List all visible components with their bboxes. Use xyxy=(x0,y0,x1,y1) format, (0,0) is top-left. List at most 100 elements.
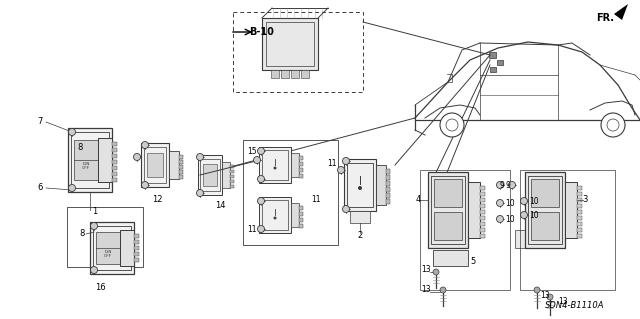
Bar xyxy=(386,181,390,186)
Bar xyxy=(531,179,559,207)
Bar xyxy=(230,180,234,183)
Bar xyxy=(480,222,485,226)
Bar xyxy=(480,234,485,238)
Bar xyxy=(134,258,139,262)
Bar xyxy=(198,155,222,195)
Bar xyxy=(291,70,299,78)
Circle shape xyxy=(68,184,76,191)
Bar xyxy=(350,211,370,223)
Bar xyxy=(480,210,485,214)
Bar xyxy=(577,186,582,190)
Bar xyxy=(243,140,338,245)
Bar xyxy=(480,204,485,208)
Bar xyxy=(90,222,134,274)
Bar xyxy=(525,172,565,248)
Bar xyxy=(230,165,234,168)
Bar xyxy=(420,170,510,290)
Text: 9: 9 xyxy=(500,181,504,189)
Circle shape xyxy=(509,182,515,189)
Circle shape xyxy=(342,205,349,212)
Text: 13: 13 xyxy=(421,265,431,275)
Bar xyxy=(577,222,582,226)
Bar xyxy=(98,138,112,182)
Bar xyxy=(299,174,303,178)
Bar xyxy=(299,218,303,222)
Bar xyxy=(112,178,117,182)
Bar xyxy=(144,147,166,183)
Bar xyxy=(577,198,582,202)
Text: IGN
OFF: IGN OFF xyxy=(104,250,112,258)
Bar xyxy=(112,148,117,152)
Text: 10: 10 xyxy=(505,214,515,224)
Circle shape xyxy=(257,226,264,233)
Circle shape xyxy=(497,216,504,222)
Text: FR.: FR. xyxy=(596,13,614,23)
Bar xyxy=(67,207,143,267)
Bar xyxy=(259,197,291,233)
Bar xyxy=(468,182,480,238)
Bar xyxy=(147,153,163,177)
Bar xyxy=(565,182,577,238)
Circle shape xyxy=(90,266,97,273)
Bar xyxy=(141,143,169,187)
Bar xyxy=(262,150,288,180)
Text: 11: 11 xyxy=(327,159,337,167)
Bar xyxy=(169,151,179,179)
Text: 7: 7 xyxy=(37,117,43,127)
Bar xyxy=(344,159,376,211)
Bar xyxy=(262,18,318,70)
Bar xyxy=(480,186,485,190)
Bar xyxy=(577,204,582,208)
Bar xyxy=(299,156,303,160)
Bar xyxy=(299,162,303,166)
Circle shape xyxy=(257,175,264,182)
Bar xyxy=(179,165,183,168)
Text: 1: 1 xyxy=(92,207,98,217)
Circle shape xyxy=(497,199,504,206)
Bar xyxy=(179,160,183,164)
Text: 12: 12 xyxy=(152,196,163,204)
Text: 6: 6 xyxy=(37,183,43,192)
Circle shape xyxy=(68,129,76,136)
Bar xyxy=(520,170,615,290)
Bar xyxy=(71,132,109,188)
Bar xyxy=(233,12,363,92)
Bar xyxy=(376,165,386,205)
Bar xyxy=(262,200,288,230)
Bar xyxy=(577,228,582,232)
Text: IGN
OFF: IGN OFF xyxy=(82,162,90,170)
Bar xyxy=(386,175,390,180)
Text: 8: 8 xyxy=(77,144,83,152)
Bar xyxy=(497,60,503,65)
Bar xyxy=(434,179,462,207)
Bar xyxy=(299,212,303,216)
Text: B-10: B-10 xyxy=(250,27,275,37)
Circle shape xyxy=(337,167,344,174)
Bar xyxy=(528,176,562,244)
Bar xyxy=(112,166,117,170)
Bar xyxy=(179,170,183,174)
Text: 3: 3 xyxy=(582,196,588,204)
Bar xyxy=(112,172,117,176)
Circle shape xyxy=(90,222,97,229)
Circle shape xyxy=(440,113,464,137)
Bar xyxy=(347,163,373,207)
Text: 14: 14 xyxy=(215,201,225,210)
Bar xyxy=(230,185,234,188)
Text: 11: 11 xyxy=(311,196,321,204)
Text: 8: 8 xyxy=(79,229,84,239)
Bar xyxy=(120,230,134,266)
Bar xyxy=(266,22,314,66)
Bar xyxy=(386,169,390,174)
Bar xyxy=(291,203,299,227)
Bar xyxy=(480,198,485,202)
Bar xyxy=(93,226,131,270)
Circle shape xyxy=(141,142,148,149)
Circle shape xyxy=(134,153,141,160)
Bar xyxy=(112,160,117,164)
Bar xyxy=(259,147,291,183)
Circle shape xyxy=(547,294,553,300)
Text: 9: 9 xyxy=(506,181,511,189)
Bar xyxy=(577,210,582,214)
Text: 13: 13 xyxy=(558,298,568,307)
